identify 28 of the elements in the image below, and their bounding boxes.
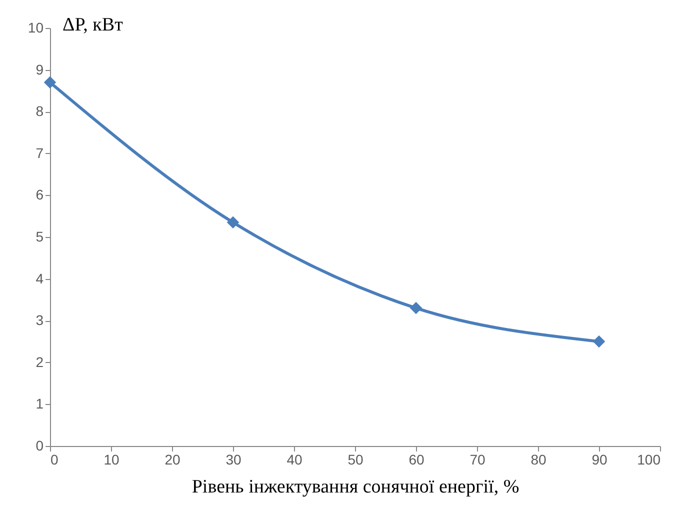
y-tick-label: 5 [36,228,44,244]
x-tick-label: 10 [104,452,120,468]
point [592,335,606,348]
y-tick-label: 1 [36,396,44,412]
x-tick-label: 70 [470,452,486,468]
x-tick-label: 60 [408,452,424,468]
y-tick-label: 9 [36,61,44,78]
y-tick-label: 7 [36,144,44,161]
point [44,76,56,88]
y-tick-label: 2 [36,354,44,370]
y-tick-label: 10 [28,20,44,36]
x-tick-label: 80 [530,452,546,468]
x-axis-title: Рівень інжектування сонячної енергії, % [192,476,520,498]
y-axis-title: ΔP, кВт [62,14,124,36]
x-tick-label: 50 [348,452,364,468]
y-tick-label: 4 [36,270,44,286]
x-tick-label: 90 [592,452,608,468]
y-tick-label: 3 [36,312,44,328]
point [410,302,422,314]
x-tick-label: 100 [637,452,661,468]
point [226,216,240,228]
y-tick-label: 0 [36,438,44,454]
y-tick-label: 8 [36,103,44,120]
x-tick-label: 30 [226,452,242,468]
x-tick-label: 40 [286,452,302,468]
y-tick-label: 6 [36,186,44,203]
x-tick-label: 0 [50,452,58,468]
x-tick-label: 20 [164,452,180,468]
